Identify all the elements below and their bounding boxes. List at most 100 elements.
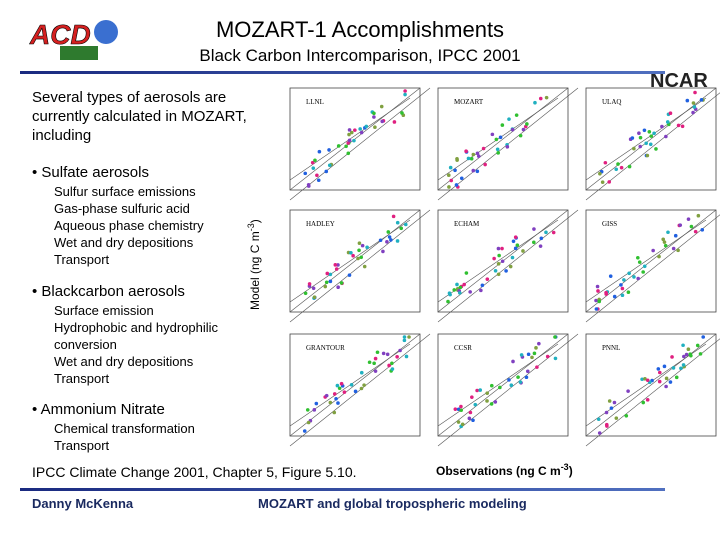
scatter-dot bbox=[622, 278, 626, 282]
scatter-dot bbox=[468, 410, 473, 415]
scatter-dot bbox=[507, 378, 511, 382]
scatter-dot bbox=[532, 227, 536, 231]
scatter-dot bbox=[459, 176, 464, 181]
scatter-dot bbox=[346, 151, 351, 156]
scatter-dot bbox=[459, 408, 463, 413]
scatter-dot bbox=[324, 393, 329, 398]
scatter-dot bbox=[686, 347, 691, 352]
panel-label: MOZART bbox=[454, 98, 484, 106]
scatter-dot bbox=[302, 429, 307, 433]
scatter-dot bbox=[699, 98, 704, 102]
y-axis-label: Model (ng C m-3) bbox=[246, 219, 262, 310]
scatter-dot bbox=[489, 383, 494, 388]
scatter-dot bbox=[455, 158, 459, 162]
scatter-dot bbox=[612, 294, 617, 299]
scatter-dot bbox=[332, 392, 337, 396]
scatter-dot bbox=[516, 375, 520, 379]
scatter-dot bbox=[676, 123, 681, 128]
scatter-dot bbox=[647, 129, 652, 134]
scatter-dot bbox=[519, 353, 524, 357]
scatter-dot bbox=[457, 291, 462, 295]
title: MOZART-1 Accomplishments bbox=[215, 17, 505, 42]
rule-bottom bbox=[20, 488, 665, 491]
scatter-dot bbox=[381, 249, 385, 254]
scatter-dot bbox=[336, 144, 341, 148]
scatter-dot bbox=[594, 307, 599, 311]
item: Transport bbox=[54, 252, 110, 267]
scatter-dot bbox=[698, 352, 703, 356]
scatter-dot bbox=[378, 238, 383, 243]
scatter-dot bbox=[469, 156, 474, 161]
panel-label: GISS bbox=[602, 220, 617, 228]
item: Chemical transformation bbox=[54, 421, 195, 436]
scatter-dot bbox=[336, 285, 340, 289]
scatter-dot bbox=[385, 240, 389, 244]
scatter-dot bbox=[380, 119, 385, 124]
scatter-dot bbox=[670, 355, 674, 359]
scatter-dot bbox=[347, 132, 351, 137]
scatter-dot bbox=[509, 383, 514, 388]
scatter-dot bbox=[665, 120, 670, 124]
item: Transport bbox=[54, 438, 110, 453]
scatter-dot bbox=[373, 125, 377, 130]
scatter-dot bbox=[303, 171, 308, 176]
panel-grid: LLNL MOZART ULAQ HADLEY ECHAM GISS GRANTOUR CCS… bbox=[289, 87, 720, 447]
scatter-dot bbox=[489, 402, 494, 406]
scatter-dot bbox=[391, 214, 396, 219]
section-heading: • Blackcarbon aerosols bbox=[32, 283, 185, 300]
scatter-dot bbox=[544, 230, 548, 235]
item: Wet and dry depositions bbox=[54, 235, 194, 250]
intro: Several types of aerosols are currently … bbox=[32, 89, 247, 144]
scatter-dot bbox=[636, 276, 640, 281]
scatter-dot bbox=[662, 240, 667, 244]
scatter-dot bbox=[476, 154, 481, 158]
scatter-dot bbox=[359, 255, 364, 260]
scatter-dot bbox=[328, 279, 333, 284]
scatter-dot bbox=[372, 111, 376, 116]
scatter-dot bbox=[390, 361, 394, 366]
scatter-dot bbox=[327, 148, 331, 152]
x-axis-label: Observations (ng C m-3) bbox=[436, 462, 573, 478]
scatter-dot bbox=[493, 268, 498, 273]
scatter-dot bbox=[389, 238, 393, 242]
scatter-dot bbox=[475, 169, 480, 174]
scatter-dot bbox=[626, 290, 631, 295]
scatter-dot bbox=[359, 386, 364, 391]
scatter-dot bbox=[456, 420, 461, 424]
scatter-dot bbox=[661, 237, 666, 242]
scatter-dot bbox=[483, 162, 487, 167]
scatter-dot bbox=[373, 356, 378, 361]
scatter-dot bbox=[403, 89, 407, 93]
footer-author: Danny McKenna bbox=[32, 496, 134, 511]
scatter-dot bbox=[464, 149, 468, 154]
scatter-dot bbox=[303, 291, 308, 296]
scatter-dot bbox=[545, 354, 550, 359]
scatter-dot bbox=[637, 260, 642, 264]
scatter-dot bbox=[324, 169, 329, 174]
scatter-dot bbox=[654, 147, 658, 151]
scatter-dot bbox=[686, 217, 691, 221]
scatter-dot bbox=[616, 162, 620, 166]
scatter-dot bbox=[643, 376, 647, 381]
scatter-dot bbox=[497, 253, 501, 258]
scatter-dot bbox=[466, 156, 471, 161]
scatter-dot bbox=[636, 255, 640, 260]
scatter-dot bbox=[404, 354, 409, 359]
scatter-dot bbox=[645, 378, 650, 383]
scatter-dot bbox=[453, 168, 457, 173]
scatter-dot bbox=[402, 338, 407, 343]
scatter-dot bbox=[648, 142, 653, 147]
scatter-dot bbox=[352, 138, 356, 143]
scatter-dot bbox=[597, 299, 602, 304]
scatter-dot bbox=[448, 165, 453, 170]
scatter-dot bbox=[395, 239, 400, 243]
scatter-dot bbox=[449, 178, 454, 183]
scatter-dot bbox=[605, 424, 609, 428]
scatter-dot bbox=[663, 243, 668, 248]
scatter-dot bbox=[688, 352, 693, 357]
ncar-logo: NCAR bbox=[650, 70, 708, 92]
scatter-dot bbox=[693, 229, 698, 234]
scatter-dot bbox=[671, 366, 676, 370]
reference-line bbox=[289, 333, 421, 437]
